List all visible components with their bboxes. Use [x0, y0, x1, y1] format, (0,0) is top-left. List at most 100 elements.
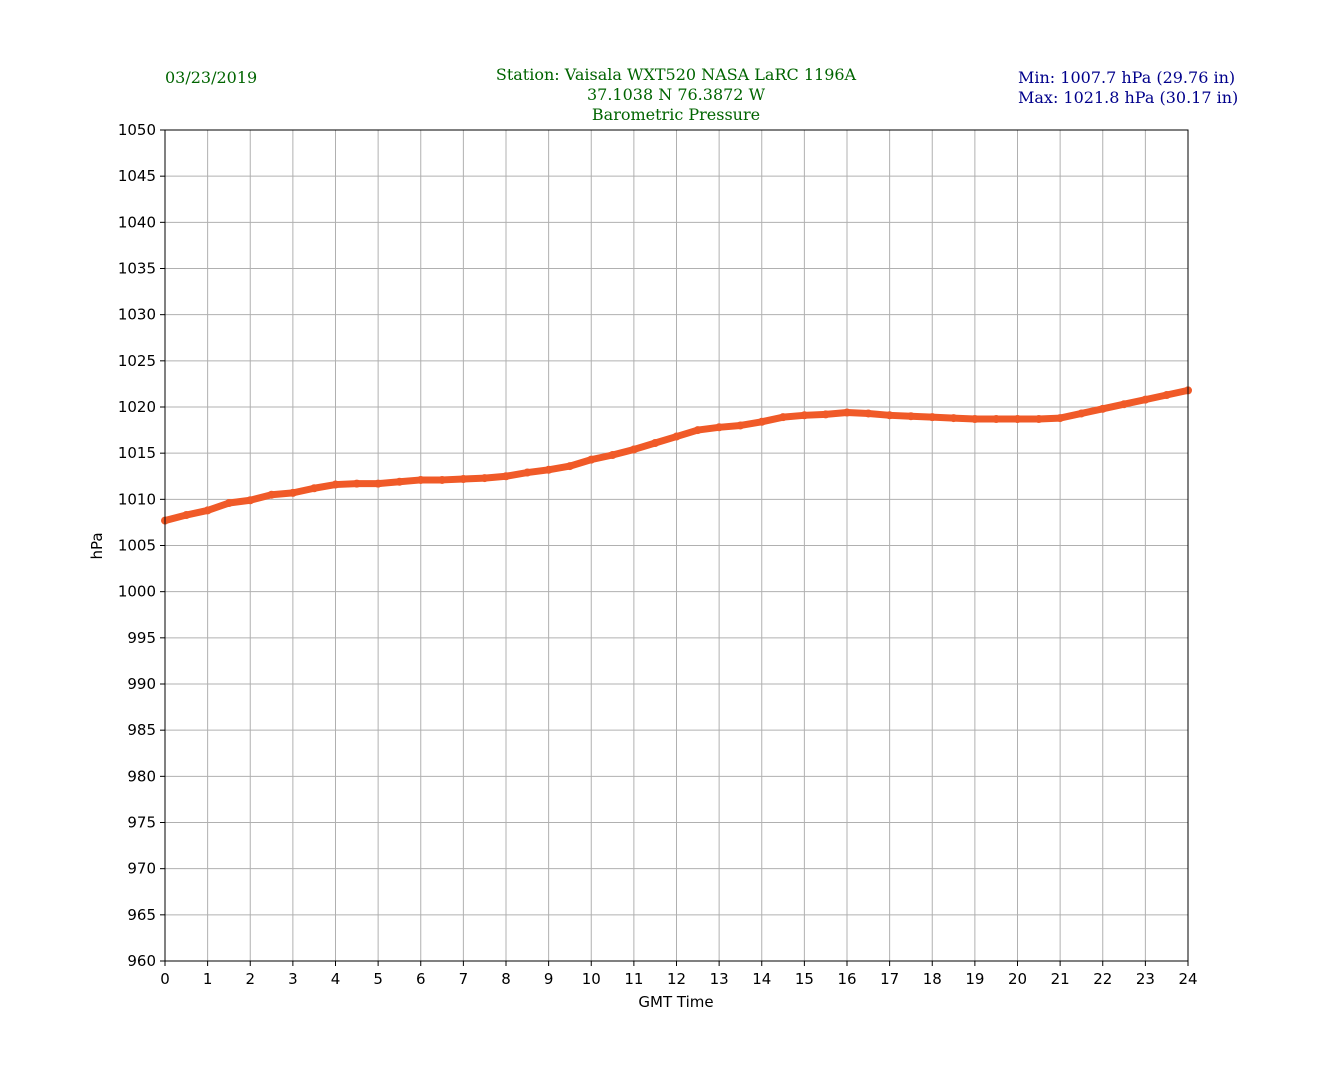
pressure-data-point [949, 414, 958, 423]
pressure-data-point [970, 415, 979, 423]
coords-line: 37.1038 N 76.3872 W [587, 85, 766, 104]
pressure-data-point [608, 451, 617, 460]
x-tick-label: 14 [752, 970, 771, 988]
series-layer [161, 386, 1192, 525]
pressure-data-point [736, 421, 745, 430]
pressure-data-point [821, 410, 830, 419]
pressure-data-point [1098, 404, 1107, 413]
pressure-data-point [693, 426, 702, 435]
y-tick-label: 1025 [118, 352, 156, 370]
pressure-data-point [1141, 395, 1150, 404]
y-tick-label: 1050 [118, 121, 156, 139]
pressure-data-point [1120, 400, 1129, 409]
y-axis-ticks: 960 965 970 975 980 985 990 995 1000 1005 1010 1015… [118, 121, 165, 970]
pressure-data-point [565, 462, 574, 471]
pressure-data-point [992, 415, 1001, 423]
pressure-data-point [310, 484, 319, 493]
x-tick-label: 13 [710, 970, 729, 988]
x-tick-label: 5 [373, 970, 383, 988]
y-tick-label: 960 [127, 952, 156, 970]
pressure-data-point [1013, 415, 1022, 423]
y-tick-label: 970 [127, 860, 156, 878]
y-tick-label: 1000 [118, 583, 156, 601]
pressure-data-point [906, 412, 915, 421]
x-axis-ticks: 0 1 2 3 4 5 6 7 8 9 10 11 12 13 14 15 16 17 18 19 20 21 22 23 24 [160, 961, 1198, 988]
pressure-data-point [523, 468, 532, 477]
pressure-data-point [843, 408, 851, 417]
pressure-data-point [416, 475, 425, 484]
pressure-data-point [288, 488, 297, 497]
pressure-data-point [651, 439, 660, 448]
pressure-data-point [352, 479, 361, 488]
pressure-data-point [715, 423, 724, 432]
y-tick-label: 1005 [118, 537, 156, 555]
pressure-data-point [1034, 415, 1043, 423]
x-tick-label: 16 [837, 970, 856, 988]
x-axis-label: GMT Time [638, 993, 713, 1011]
y-tick-label: 1010 [118, 490, 156, 508]
x-tick-label: 20 [1008, 970, 1027, 988]
pressure-data-point [331, 480, 340, 489]
pressure-data-point [224, 499, 233, 508]
x-tick-label: 2 [245, 970, 255, 988]
y-axis-label: hPa [88, 532, 106, 559]
pressure-data-point [779, 413, 788, 422]
x-tick-label: 12 [667, 970, 686, 988]
pressure-data-point [502, 472, 510, 481]
pressure-data-point [864, 409, 873, 418]
pressure-data-point [587, 455, 596, 464]
y-tick-label: 965 [127, 906, 156, 924]
pressure-data-point [267, 490, 276, 499]
pressure-data-point [182, 511, 191, 520]
pressure-data-point [544, 465, 553, 474]
y-tick-label: 1030 [118, 306, 156, 324]
x-tick-label: 4 [331, 970, 341, 988]
pressure-data-point [203, 506, 212, 515]
x-tick-label: 1 [203, 970, 213, 988]
x-tick-label: 6 [416, 970, 426, 988]
x-tick-label: 19 [965, 970, 984, 988]
x-tick-label: 23 [1136, 970, 1155, 988]
pressure-data-point [246, 496, 255, 505]
x-tick-label: 15 [795, 970, 814, 988]
x-tick-label: 8 [501, 970, 511, 988]
x-tick-label: 7 [459, 970, 469, 988]
max-readout: Max: 1021.8 hPa (30.17 in) [1018, 88, 1238, 107]
x-tick-label: 11 [624, 970, 643, 988]
y-tick-label: 980 [127, 767, 156, 785]
chart-date: 03/23/2019 [165, 68, 257, 87]
chart-title: Barometric Pressure [592, 105, 760, 124]
pressure-data-point [629, 445, 638, 454]
x-tick-label: 22 [1093, 970, 1112, 988]
min-readout: Min: 1007.7 hPa (29.76 in) [1018, 68, 1235, 87]
station-line: Station: Vaisala WXT520 NASA LaRC 1196A [496, 65, 857, 84]
y-tick-label: 1015 [118, 444, 156, 462]
y-tick-label: 1020 [118, 398, 156, 416]
y-tick-label: 995 [127, 629, 156, 647]
x-tick-label: 21 [1051, 970, 1070, 988]
x-tick-label: 24 [1178, 970, 1197, 988]
pressure-data-point [480, 474, 489, 483]
pressure-data-point [374, 479, 383, 488]
pressure-data-point [1056, 414, 1065, 423]
y-tick-label: 990 [127, 675, 156, 693]
pressure-data-point [928, 413, 937, 422]
pressure-data-point [395, 477, 404, 486]
y-tick-label: 1045 [118, 167, 156, 185]
x-tick-label: 17 [880, 970, 899, 988]
pressure-data-point [1162, 391, 1171, 399]
x-tick-label: 3 [288, 970, 298, 988]
x-tick-label: 0 [160, 970, 170, 988]
y-tick-label: 1035 [118, 260, 156, 278]
pressure-data-point [438, 475, 447, 484]
x-tick-label: 9 [544, 970, 554, 988]
pressure-data-point [1077, 409, 1086, 418]
pressure-data-point [757, 417, 766, 426]
y-tick-label: 975 [127, 814, 156, 832]
pressure-data-point [672, 432, 681, 441]
x-tick-label: 18 [923, 970, 942, 988]
grid-lines [164, 129, 1189, 962]
pressure-data-point [885, 411, 894, 420]
y-tick-label: 985 [127, 721, 156, 739]
